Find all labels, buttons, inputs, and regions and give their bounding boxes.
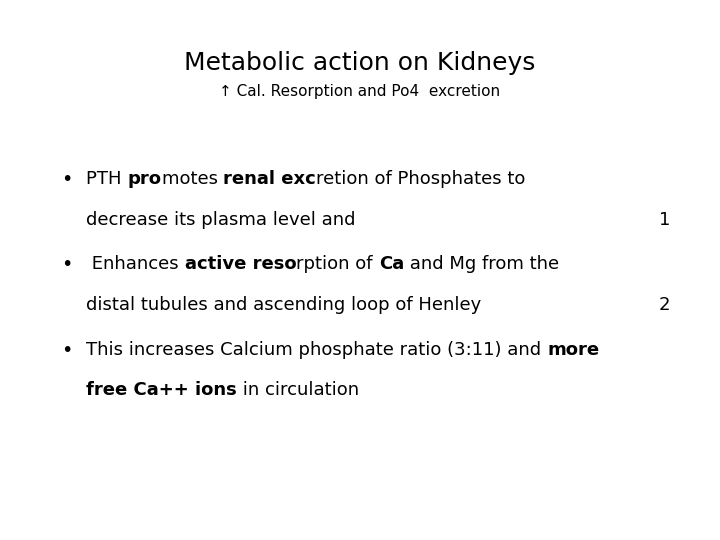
Text: Ca: Ca <box>379 255 404 273</box>
Text: retion of Phosphates to: retion of Phosphates to <box>316 170 526 188</box>
Text: active reso: active reso <box>185 255 297 273</box>
Text: motes: motes <box>162 170 223 188</box>
Text: •: • <box>61 341 73 360</box>
Text: distal tubules and ascending loop of Henley: distal tubules and ascending loop of Hen… <box>86 296 482 314</box>
Text: •: • <box>61 170 73 189</box>
Text: PTH: PTH <box>86 170 127 188</box>
Text: renal exc: renal exc <box>223 170 316 188</box>
Text: Metabolic action on Kidneys: Metabolic action on Kidneys <box>184 51 536 75</box>
Text: 2: 2 <box>659 296 670 314</box>
Text: Enhances: Enhances <box>86 255 185 273</box>
Text: rption of: rption of <box>297 255 379 273</box>
Text: in circulation: in circulation <box>237 381 359 399</box>
Text: •: • <box>61 255 73 274</box>
Text: and Mg from the: and Mg from the <box>404 255 559 273</box>
Text: pro: pro <box>127 170 162 188</box>
Text: free Ca++ ions: free Ca++ ions <box>86 381 237 399</box>
Text: ↑ Cal. Resorption and Po4  excretion: ↑ Cal. Resorption and Po4 excretion <box>220 84 500 99</box>
Text: decrease its plasma level and: decrease its plasma level and <box>86 211 356 228</box>
Text: 1: 1 <box>659 211 670 228</box>
Text: more: more <box>547 341 599 359</box>
Text: This increases Calcium phosphate ratio (3:11) and: This increases Calcium phosphate ratio (… <box>86 341 547 359</box>
